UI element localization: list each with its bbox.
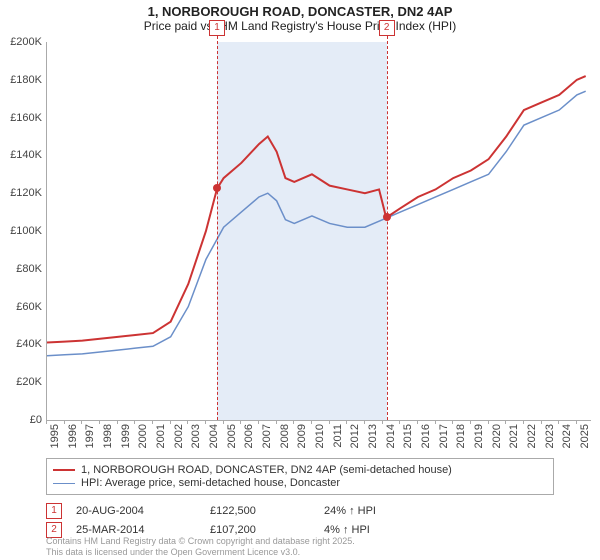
x-tick-label: 2004 [208, 424, 220, 448]
series-hpi [47, 91, 586, 356]
x-tick-label: 2006 [243, 424, 255, 448]
x-tick-label: 1997 [84, 424, 96, 448]
sale-marker-line [387, 36, 388, 420]
legend-row: HPI: Average price, semi-detached house,… [53, 477, 547, 489]
x-tick-label: 2016 [420, 424, 432, 448]
x-tick-label: 2012 [349, 424, 361, 448]
legend-swatch [53, 483, 75, 484]
sale-point-dot [383, 213, 391, 221]
x-tick-label: 1995 [49, 424, 61, 448]
x-tick-label: 2017 [438, 424, 450, 448]
sale-row-badge: 1 [46, 503, 62, 519]
legend-label: 1, NORBOROUGH ROAD, DONCASTER, DN2 4AP (… [81, 464, 452, 476]
chart-container: 1, NORBOROUGH ROAD, DONCASTER, DN2 4AP P… [0, 0, 600, 560]
line-canvas [47, 42, 591, 420]
footer: Contains HM Land Registry data © Crown c… [46, 536, 355, 558]
x-tick-label: 2008 [279, 424, 291, 448]
y-tick-label: £20K [16, 376, 42, 388]
sale-row: 1 20-AUG-2004 £122,500 24% ↑ HPI [46, 503, 566, 519]
chart-title: 1, NORBOROUGH ROAD, DONCASTER, DN2 4AP [0, 4, 600, 19]
sale-vs-hpi: 24% ↑ HPI [324, 505, 444, 517]
sale-point-dot [213, 184, 221, 192]
x-tick-label: 2011 [332, 424, 344, 448]
series-price_paid [47, 76, 586, 342]
x-tick-label: 1998 [102, 424, 114, 448]
y-tick-label: £120K [10, 187, 42, 199]
y-tick-label: £60K [16, 301, 42, 313]
x-tick-label: 2009 [296, 424, 308, 448]
sale-date: 25-MAR-2014 [76, 524, 196, 536]
sale-marker-line [217, 36, 218, 420]
x-tick-label: 2010 [314, 424, 326, 448]
x-tick-label: 2024 [561, 424, 573, 448]
x-tick-label: 2005 [226, 424, 238, 448]
x-tick-label: 1999 [120, 424, 132, 448]
y-tick-label: £80K [16, 263, 42, 275]
x-tick-label: 2013 [367, 424, 379, 448]
x-tick-label: 2015 [402, 424, 414, 448]
y-tick-label: £180K [10, 74, 42, 86]
sale-vs-hpi: 4% ↑ HPI [324, 524, 444, 536]
x-axis: 1995 1996 1997 1998 1999 2000 2001 2002 2003 2004… [46, 420, 590, 460]
x-tick-label: 1996 [67, 424, 79, 448]
legend-row: 1, NORBOROUGH ROAD, DONCASTER, DN2 4AP (… [53, 464, 547, 476]
x-tick-label: 2025 [579, 424, 591, 448]
title-block: 1, NORBOROUGH ROAD, DONCASTER, DN2 4AP P… [0, 0, 600, 35]
sale-marker-badge: 2 [379, 20, 395, 36]
x-tick-label: 2020 [491, 424, 503, 448]
sale-price: £122,500 [210, 505, 310, 517]
x-tick-label: 2001 [155, 424, 167, 448]
x-tick-label: 2023 [544, 424, 556, 448]
y-tick-label: £0 [30, 414, 42, 426]
footer-line-1: Contains HM Land Registry data © Crown c… [46, 536, 355, 547]
sale-date: 20-AUG-2004 [76, 505, 196, 517]
legend-swatch [53, 469, 75, 471]
sale-marker-badge: 1 [209, 20, 225, 36]
y-tick-label: £100K [10, 225, 42, 237]
x-tick-label: 2003 [190, 424, 202, 448]
x-tick-label: 2007 [261, 424, 273, 448]
plot-area: 12 [46, 42, 591, 421]
x-tick-label: 2022 [526, 424, 538, 448]
y-tick-label: £40K [16, 338, 42, 350]
x-tick-label: 2014 [385, 424, 397, 448]
sale-price: £107,200 [210, 524, 310, 536]
x-tick-label: 2000 [137, 424, 149, 448]
y-axis: £0£20K£40K£60K£80K£100K£120K£140K£160K£1… [0, 42, 46, 420]
footer-line-2: This data is licensed under the Open Gov… [46, 547, 355, 558]
x-tick-label: 2021 [508, 424, 520, 448]
legend: 1, NORBOROUGH ROAD, DONCASTER, DN2 4AP (… [46, 458, 554, 495]
sales-table: 120-AUG-2004£122,50024% ↑ HPI225-MAR-201… [46, 500, 566, 541]
y-tick-label: £140K [10, 149, 42, 161]
x-tick-label: 2002 [173, 424, 185, 448]
y-tick-label: £200K [10, 36, 42, 48]
x-tick-label: 2018 [455, 424, 467, 448]
legend-label: HPI: Average price, semi-detached house,… [81, 477, 340, 489]
y-tick-label: £160K [10, 112, 42, 124]
x-tick-label: 2019 [473, 424, 485, 448]
chart-subtitle: Price paid vs. HM Land Registry's House … [0, 19, 600, 33]
